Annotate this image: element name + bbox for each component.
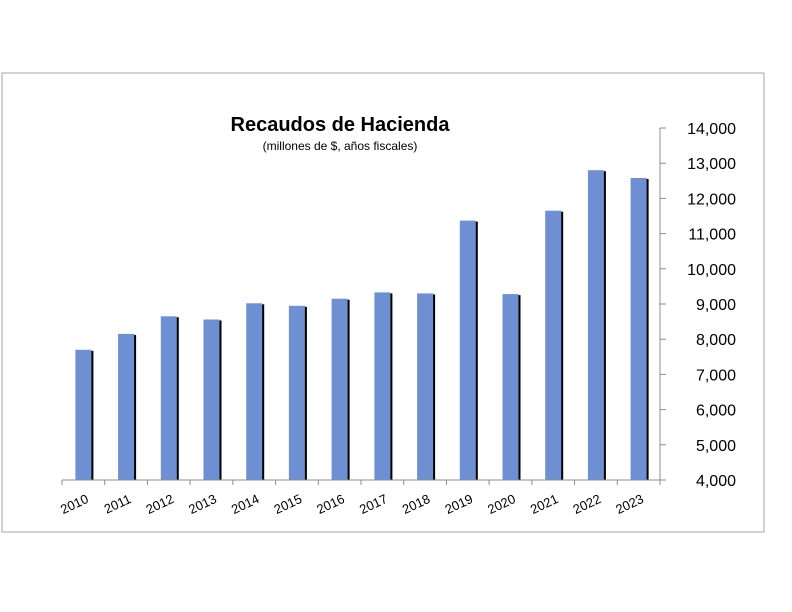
- y-tick-label: 12,000: [687, 191, 736, 208]
- bar-2017: [374, 292, 391, 480]
- bar-2019: [459, 220, 476, 480]
- y-tick-label: 6,000: [696, 403, 736, 420]
- bar-2015: [288, 305, 305, 480]
- y-tick-label: 13,000: [687, 156, 736, 173]
- bar-2021: [545, 210, 562, 480]
- y-tick-label: 9,000: [696, 297, 736, 314]
- bar-2020: [502, 294, 519, 480]
- bars-layer: [75, 170, 649, 480]
- chart-subtitle: (millones de $, años fiscales): [263, 139, 418, 153]
- bar-2022: [587, 170, 604, 480]
- bar-2011: [118, 333, 135, 480]
- bar-2014: [246, 303, 263, 480]
- y-tick-label: 11,000: [688, 227, 736, 244]
- y-tick-label: 8,000: [696, 332, 736, 349]
- bar-2010: [75, 349, 92, 480]
- bar-2013: [203, 319, 220, 480]
- y-tick-label: 10,000: [687, 262, 736, 279]
- y-tick-label: 14,000: [687, 121, 736, 138]
- bar-2018: [417, 293, 434, 480]
- bar-2016: [331, 298, 348, 480]
- y-tick-label: 4,000: [696, 473, 736, 490]
- y-tick-label: 7,000: [696, 367, 736, 384]
- y-tick-label: 5,000: [696, 438, 736, 455]
- bar-2023: [630, 178, 647, 480]
- bar-2012: [160, 316, 177, 480]
- chart-title: Recaudos de Hacienda: [231, 114, 451, 136]
